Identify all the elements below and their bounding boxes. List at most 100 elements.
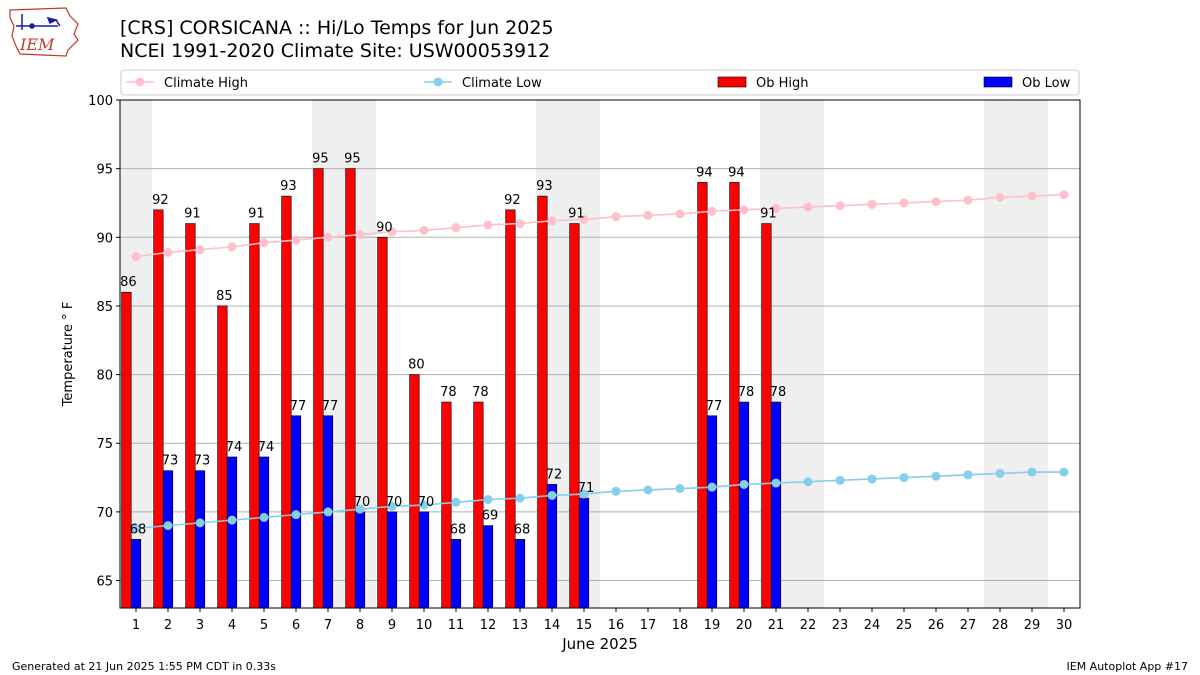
grid-lines bbox=[120, 99, 1080, 582]
weekend-shading bbox=[120, 100, 1048, 608]
climate-high-point-11 bbox=[451, 223, 461, 233]
y-tick-label-100: 100 bbox=[88, 94, 113, 109]
ob-low-bar-9 bbox=[386, 511, 398, 609]
weekend-band-15 bbox=[568, 100, 600, 608]
ob-high-label-3: 91 bbox=[184, 207, 201, 222]
app-note: IEM Autoplot App #17 bbox=[1066, 660, 1189, 673]
ob-low-bar-20 bbox=[738, 401, 750, 609]
climate-high-point-5 bbox=[259, 238, 269, 248]
climate-low-point-26 bbox=[931, 471, 941, 481]
ob-high-bar-5 bbox=[249, 223, 260, 609]
y-tick-label-65: 65 bbox=[96, 575, 113, 590]
climate-low-point-6 bbox=[291, 510, 301, 520]
climate-high-point-16 bbox=[611, 212, 621, 222]
ob-high-bar-2 bbox=[153, 209, 164, 609]
ob-high-bar-3 bbox=[185, 223, 196, 609]
x-tick-label-12: 12 bbox=[480, 618, 497, 633]
climate-low-point-1 bbox=[131, 523, 141, 533]
y-axis-label: Temperature ° F bbox=[61, 302, 76, 408]
x-tick-label-15: 15 bbox=[576, 618, 593, 633]
climate-low-point-5 bbox=[259, 512, 269, 522]
climate-high-point-10 bbox=[419, 225, 429, 235]
data-labels: 86 92 91 85 91 93 95 95 90 80 78 78 92 93 91 94 94 91 68 73… bbox=[120, 152, 786, 538]
climate-low-point-25 bbox=[899, 473, 909, 483]
weekend-band-29 bbox=[1016, 100, 1048, 608]
ob-high-bar-9 bbox=[377, 236, 388, 609]
chart-title: [CRS] CORSICANA :: Hi/Lo Temps for Jun 2… bbox=[120, 17, 554, 39]
ob-low-label-21: 78 bbox=[770, 385, 787, 400]
x-tick-label-8: 8 bbox=[356, 618, 364, 633]
climate-low-point-18 bbox=[675, 484, 685, 494]
climate-low-point-3 bbox=[195, 518, 205, 528]
ob-high-bar-13 bbox=[505, 209, 516, 609]
ob-low-label-3: 73 bbox=[194, 454, 211, 469]
weekend-band-1 bbox=[120, 100, 152, 608]
ob-high-bar-11 bbox=[441, 401, 452, 609]
ob-low-bar-13 bbox=[514, 539, 526, 609]
climate-high-point-29 bbox=[1027, 191, 1037, 201]
climate-low-point-28 bbox=[995, 468, 1005, 478]
ob-low-bar-15 bbox=[578, 497, 590, 609]
ob-high-label-11: 78 bbox=[440, 385, 457, 400]
climate-high-line bbox=[135, 193, 1065, 258]
weekend-band-14 bbox=[536, 100, 568, 608]
climate-low-point-7 bbox=[323, 507, 333, 517]
climate-low-point-9 bbox=[387, 501, 397, 511]
ob-low-label-14: 72 bbox=[546, 467, 563, 482]
x-tick-label-13: 13 bbox=[512, 618, 529, 633]
x-tick-label-3: 3 bbox=[196, 618, 204, 633]
x-tick-label-30: 30 bbox=[1056, 618, 1073, 633]
ob-high-label-12: 78 bbox=[472, 385, 489, 400]
ob-high-label-1: 86 bbox=[120, 275, 137, 290]
ob-high-label-21: 91 bbox=[760, 207, 777, 222]
climate-low-point-29 bbox=[1027, 467, 1037, 477]
ob-low-bar-12 bbox=[482, 525, 494, 609]
climate-high-point-15 bbox=[579, 214, 589, 224]
climate-high-point-20 bbox=[739, 205, 749, 215]
climate-low-point-17 bbox=[643, 485, 653, 495]
climate-low-point-21 bbox=[771, 478, 781, 488]
climate-low-point-11 bbox=[451, 497, 461, 507]
ob-low-label-8: 70 bbox=[354, 495, 371, 510]
weekend-band-28 bbox=[984, 100, 1016, 608]
bars bbox=[121, 168, 782, 609]
ob-high-bar-4 bbox=[217, 305, 228, 609]
x-tick-label-23: 23 bbox=[832, 618, 849, 633]
ob-low-label-10: 70 bbox=[418, 495, 435, 510]
ob-low-bar-8 bbox=[354, 511, 366, 609]
climate-high-point-27 bbox=[963, 195, 973, 205]
ob-low-label-7: 77 bbox=[322, 399, 339, 414]
ob-low-bar-11 bbox=[450, 539, 462, 609]
ob-low-bar-19 bbox=[706, 415, 718, 609]
climate-high-point-21 bbox=[771, 203, 781, 213]
generated-note: Generated at 21 Jun 2025 1:55 PM CDT in … bbox=[12, 660, 277, 673]
x-tick-label-27: 27 bbox=[960, 618, 977, 633]
legend: Climate High Climate Low Ob High Ob Low bbox=[120, 69, 1080, 96]
y-tick-label-80: 80 bbox=[96, 369, 113, 384]
climate-high-legend-label: Climate High bbox=[164, 76, 248, 91]
ob-low-label-9: 70 bbox=[386, 495, 403, 510]
ob-high-bar-8 bbox=[345, 168, 356, 609]
x-tick-label-22: 22 bbox=[800, 618, 817, 633]
x-tick-label-18: 18 bbox=[672, 618, 689, 633]
climate-high-legend-marker bbox=[135, 77, 145, 87]
ob-high-label-6: 93 bbox=[280, 179, 297, 194]
chart-subtitle: NCEI 1991-2020 Climate Site: USW00053912 bbox=[120, 40, 551, 62]
climate-high-point-8 bbox=[355, 230, 365, 240]
climate-high-point-7 bbox=[323, 232, 333, 242]
ob-high-label-19: 94 bbox=[696, 165, 713, 180]
x-axis-label: June 2025 bbox=[561, 635, 638, 653]
x-tick-label-11: 11 bbox=[448, 618, 465, 633]
climate-high-point-18 bbox=[675, 209, 685, 219]
ob-low-legend-swatch bbox=[983, 76, 1013, 88]
ob-low-label-15: 71 bbox=[578, 481, 595, 496]
ob-high-label-4: 85 bbox=[216, 289, 233, 304]
ob-high-bar-15 bbox=[569, 223, 580, 609]
y-tick-label-75: 75 bbox=[96, 437, 113, 452]
climate-high-point-13 bbox=[515, 219, 525, 229]
weekend-band-8 bbox=[344, 100, 376, 608]
climate-low-point-20 bbox=[739, 479, 749, 489]
y-tick-label-85: 85 bbox=[96, 300, 113, 315]
ob-high-bar-10 bbox=[409, 374, 420, 609]
